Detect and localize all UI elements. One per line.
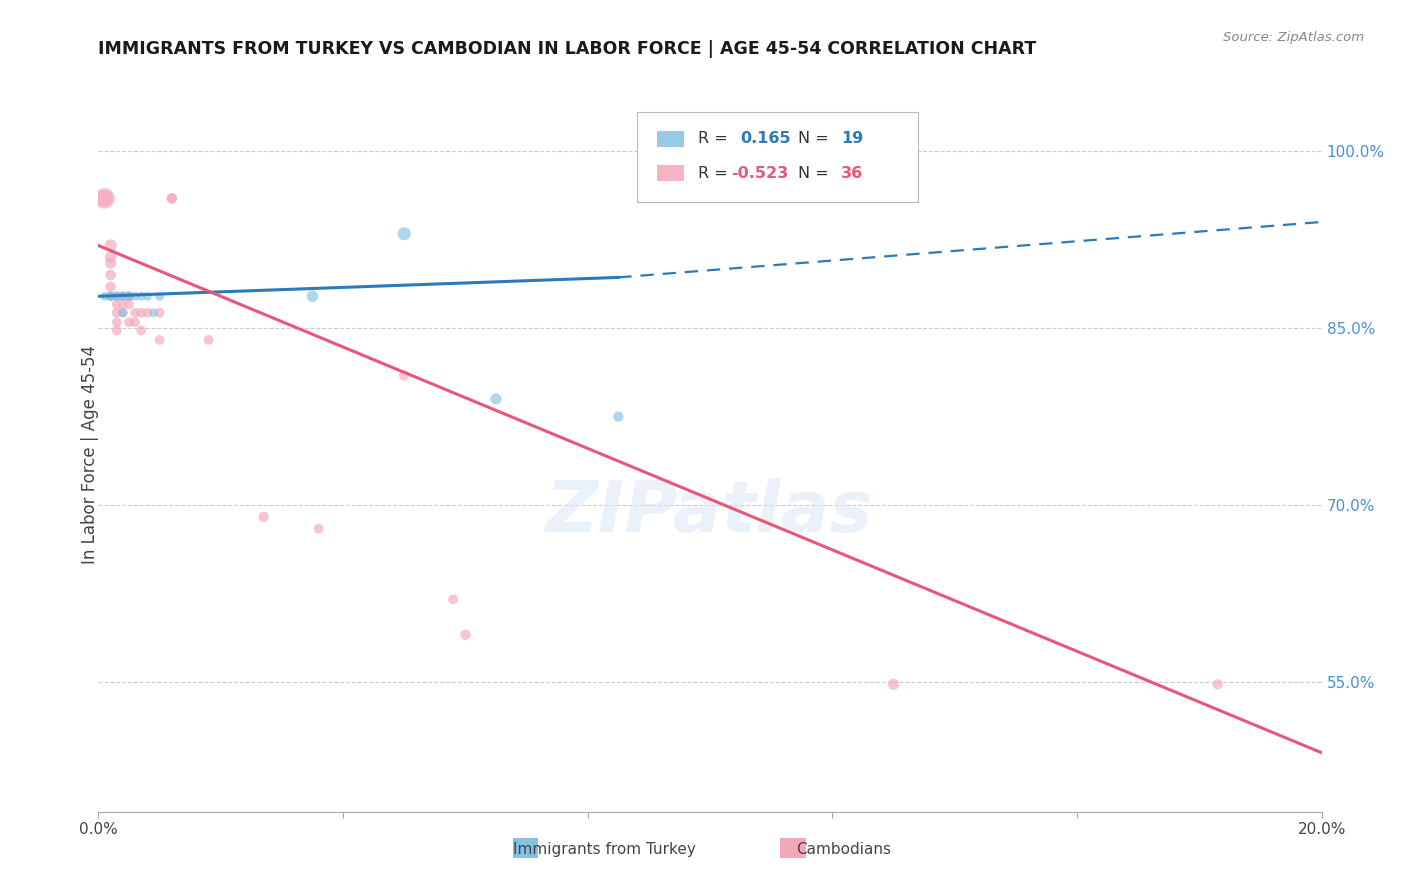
Point — [160, 191, 183, 205]
Point — [392, 227, 416, 241]
FancyBboxPatch shape — [658, 165, 685, 181]
Point — [607, 409, 630, 424]
Point — [93, 191, 115, 205]
Point — [100, 268, 122, 282]
Point — [149, 289, 172, 303]
Text: Immigrants from Turkey: Immigrants from Turkey — [513, 842, 696, 856]
Point — [105, 306, 128, 320]
Text: R =: R = — [697, 166, 727, 180]
Point — [105, 289, 128, 303]
Text: IMMIGRANTS FROM TURKEY VS CAMBODIAN IN LABOR FORCE | AGE 45-54 CORRELATION CHART: IMMIGRANTS FROM TURKEY VS CAMBODIAN IN L… — [98, 40, 1036, 58]
Point — [118, 289, 141, 303]
FancyBboxPatch shape — [658, 131, 685, 146]
Point — [124, 315, 146, 329]
Text: 36: 36 — [841, 166, 863, 180]
Point — [160, 191, 183, 205]
Point — [100, 289, 122, 303]
Point — [124, 289, 146, 303]
Point — [111, 289, 134, 303]
Point — [118, 297, 141, 311]
Point — [105, 289, 128, 303]
Point — [149, 306, 172, 320]
Point — [129, 289, 152, 303]
Point — [111, 289, 134, 303]
Point — [454, 628, 477, 642]
Point — [105, 297, 128, 311]
Point — [111, 289, 134, 303]
Point — [118, 289, 141, 303]
Point — [93, 289, 115, 303]
Point — [100, 256, 122, 270]
FancyBboxPatch shape — [637, 112, 918, 202]
Point — [485, 392, 508, 406]
Text: 19: 19 — [841, 131, 863, 146]
Point — [883, 677, 905, 691]
Point — [308, 522, 330, 536]
Text: ZIPatlas: ZIPatlas — [547, 477, 873, 547]
Point — [100, 238, 122, 252]
Point — [100, 251, 122, 265]
Point — [142, 306, 165, 320]
Text: -0.523: -0.523 — [731, 166, 789, 180]
Point — [105, 323, 128, 337]
Point — [118, 289, 141, 303]
Point — [105, 289, 128, 303]
Point — [252, 509, 274, 524]
Point — [301, 289, 323, 303]
Text: Source: ZipAtlas.com: Source: ZipAtlas.com — [1223, 31, 1364, 45]
Point — [1206, 677, 1229, 691]
Y-axis label: In Labor Force | Age 45-54: In Labor Force | Age 45-54 — [82, 345, 98, 565]
Point — [136, 306, 159, 320]
Point — [100, 280, 122, 294]
Point — [149, 333, 172, 347]
Text: N =: N = — [799, 131, 830, 146]
Point — [111, 306, 134, 320]
Point — [441, 592, 464, 607]
Point — [93, 191, 115, 205]
Point — [105, 315, 128, 329]
Text: N =: N = — [799, 166, 830, 180]
Point — [197, 333, 219, 347]
Point — [129, 306, 152, 320]
Point — [118, 315, 141, 329]
Point — [124, 306, 146, 320]
Point — [100, 289, 122, 303]
Point — [392, 368, 416, 383]
Point — [111, 297, 134, 311]
Point — [129, 323, 152, 337]
Text: Cambodians: Cambodians — [796, 842, 891, 856]
Point — [136, 289, 159, 303]
Point — [100, 289, 122, 303]
Text: R =: R = — [697, 131, 727, 146]
Text: 0.165: 0.165 — [741, 131, 792, 146]
Point — [111, 306, 134, 320]
